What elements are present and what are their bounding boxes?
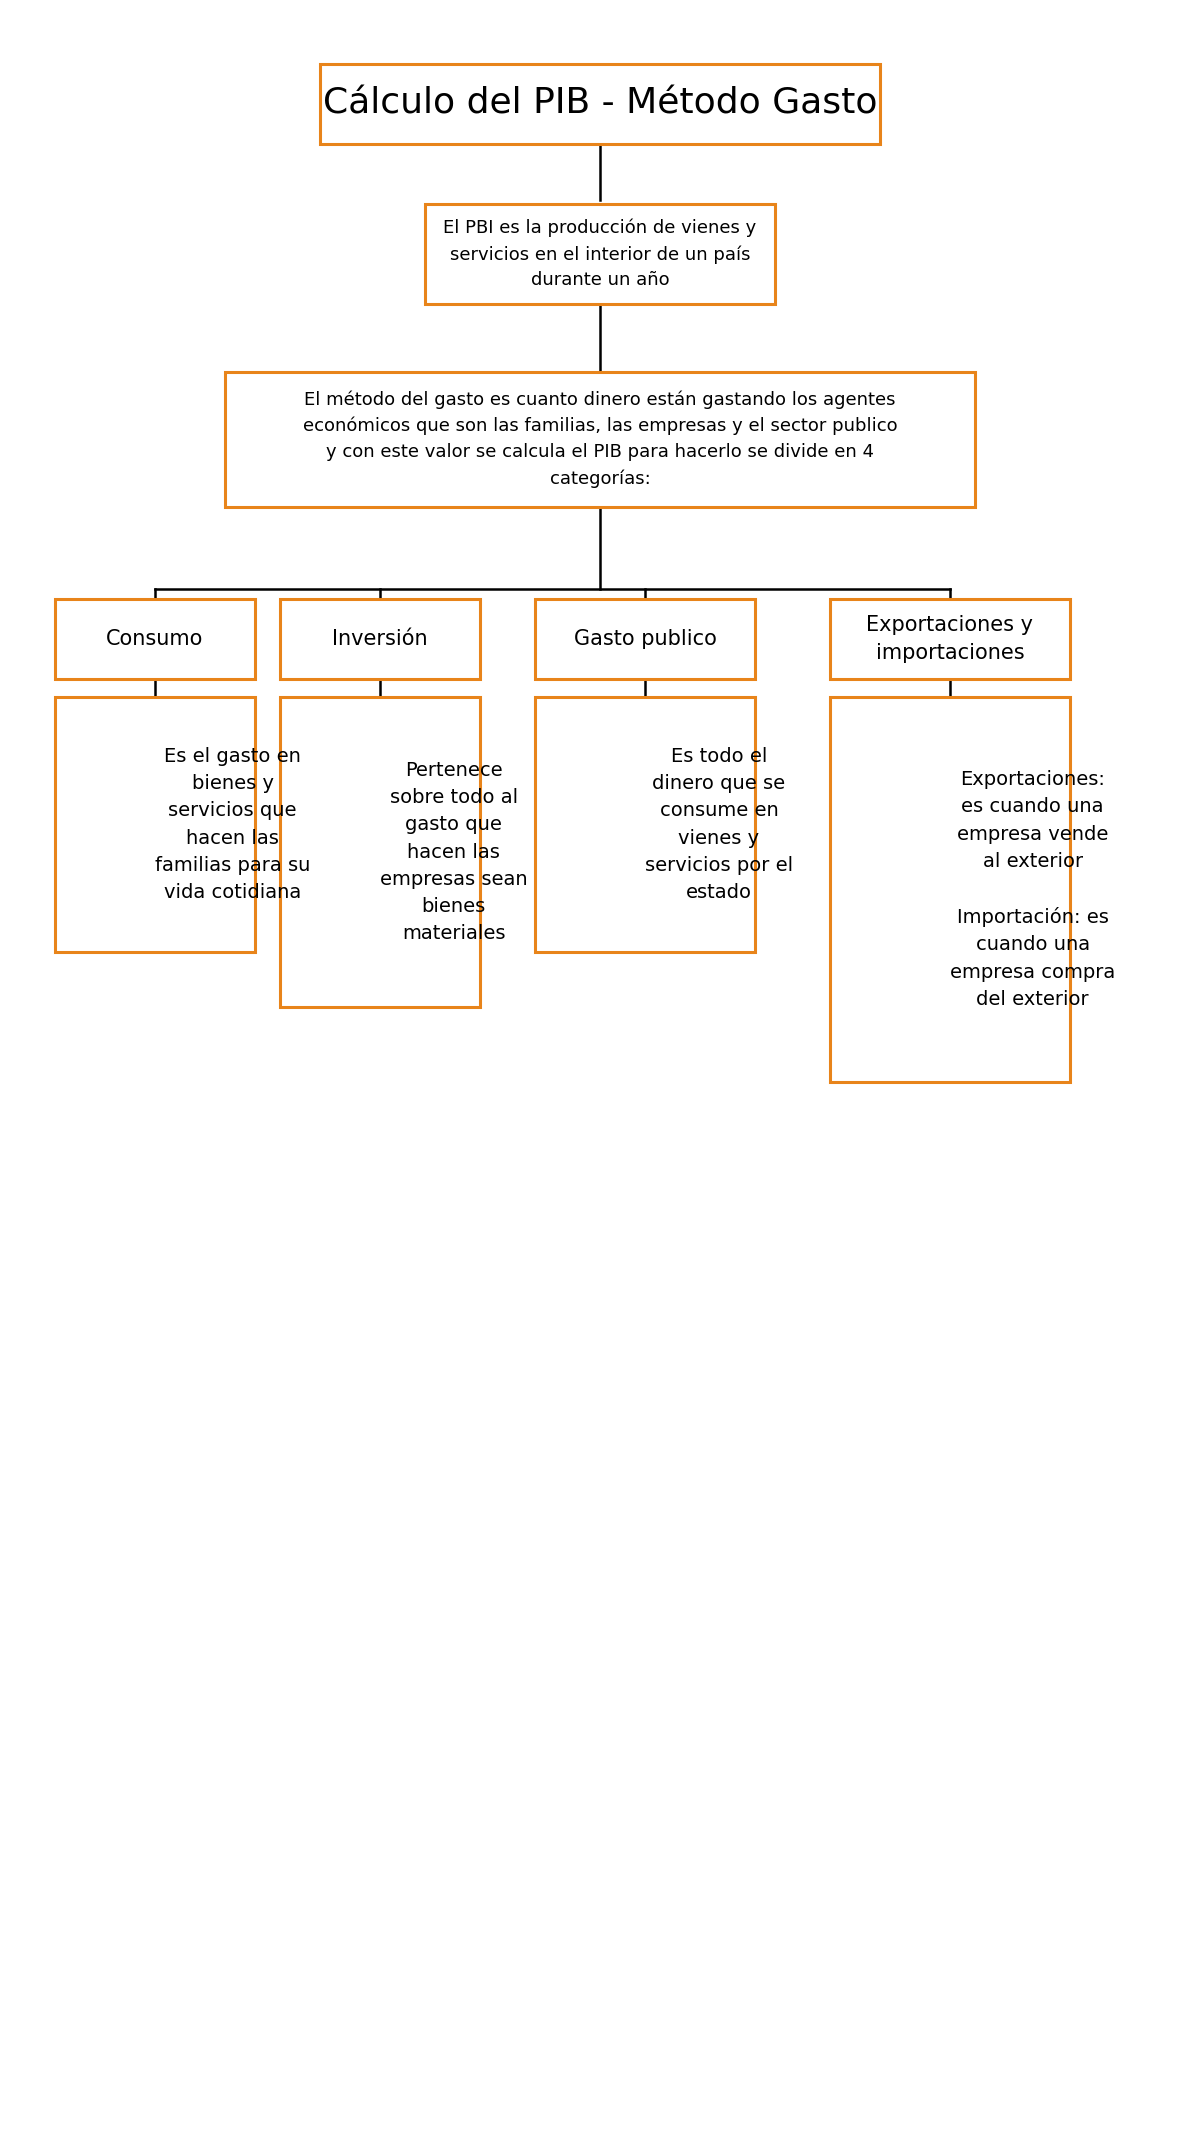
Text: Es todo el
dinero que se
consume en
vienes y
servicios por el
estado: Es todo el dinero que se consume en vien… bbox=[646, 747, 793, 903]
Text: Exportaciones y
importaciones: Exportaciones y importaciones bbox=[866, 615, 1033, 664]
FancyBboxPatch shape bbox=[320, 64, 880, 143]
Text: Consumo: Consumo bbox=[107, 630, 204, 649]
Text: El PBI es la producción de vienes y
servicios en el interior de un país
durante : El PBI es la producción de vienes y serv… bbox=[443, 218, 757, 290]
Text: Pertenece
sobre todo al
gasto que
hacen las
empresas sean
bienes
materiales: Pertenece sobre todo al gasto que hacen … bbox=[380, 760, 528, 943]
Text: Es el gasto en
bienes y
servicios que
hacen las
familias para su
vida cotidiana: Es el gasto en bienes y servicios que ha… bbox=[155, 747, 311, 903]
FancyBboxPatch shape bbox=[830, 600, 1070, 679]
Text: Inversión: Inversión bbox=[332, 630, 428, 649]
FancyBboxPatch shape bbox=[280, 600, 480, 679]
Text: Gasto publico: Gasto publico bbox=[574, 630, 716, 649]
FancyBboxPatch shape bbox=[226, 371, 974, 506]
FancyBboxPatch shape bbox=[535, 698, 755, 952]
FancyBboxPatch shape bbox=[830, 698, 1070, 1082]
Text: El método del gasto es cuanto dinero están gastando los agentes
económicos que s: El método del gasto es cuanto dinero est… bbox=[302, 391, 898, 487]
Text: Exportaciones:
es cuando una
empresa vende
al exterior

Importación: es
cuando u: Exportaciones: es cuando una empresa ven… bbox=[950, 770, 1115, 1009]
FancyBboxPatch shape bbox=[535, 600, 755, 679]
FancyBboxPatch shape bbox=[280, 698, 480, 1007]
Text: Cálculo del PIB - Método Gasto: Cálculo del PIB - Método Gasto bbox=[323, 87, 877, 122]
FancyBboxPatch shape bbox=[425, 205, 775, 303]
FancyBboxPatch shape bbox=[55, 600, 254, 679]
FancyBboxPatch shape bbox=[55, 698, 254, 952]
